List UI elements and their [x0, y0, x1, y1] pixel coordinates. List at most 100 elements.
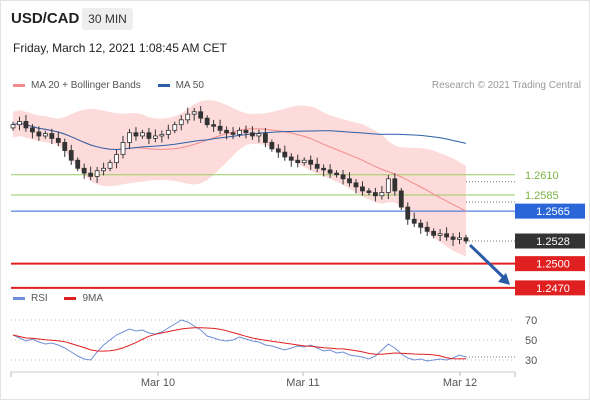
pivot-text: 1.2565	[536, 206, 570, 218]
candle	[424, 221, 430, 237]
legend-9ma-swatch	[64, 296, 77, 300]
credit-text: Research © 2021 Trading Central	[431, 80, 581, 91]
candle	[101, 162, 106, 176]
candle-body	[165, 129, 171, 135]
candle-body	[275, 148, 281, 153]
legend-ma20: MA 20 + Bollinger Bands	[13, 80, 141, 91]
candle-body	[10, 124, 16, 129]
candle-body	[288, 156, 294, 161]
candle	[463, 234, 469, 244]
candle	[275, 144, 281, 158]
candle	[353, 179, 359, 194]
candle	[204, 115, 210, 128]
candle-body	[366, 190, 372, 193]
legend-ma20-label: MA 20 + Bollinger Bands	[31, 80, 141, 91]
candle	[127, 128, 132, 149]
rsi-tick-label: 50	[525, 335, 537, 347]
candle	[133, 127, 139, 141]
candle-body	[88, 172, 94, 177]
candle-body	[49, 133, 55, 139]
candle	[243, 125, 249, 139]
candle-body	[327, 169, 333, 174]
candle-body	[398, 190, 404, 208]
candle-body	[269, 142, 275, 150]
chart-header: USD/CAD 30 MIN	[0, 0, 590, 38]
candle-body	[17, 121, 22, 126]
candle-body	[42, 133, 48, 137]
candle	[152, 129, 158, 143]
candle-body	[353, 182, 359, 188]
legend-9ma-label: 9MA	[82, 293, 104, 304]
candle-body	[334, 172, 339, 176]
candle-body	[120, 142, 126, 155]
candle-body	[191, 111, 197, 115]
candle-body	[68, 150, 74, 161]
x-tick-label: Mar 12	[443, 377, 477, 389]
legend-ma50-swatch	[157, 83, 170, 87]
candle	[379, 185, 385, 200]
candle-body	[424, 226, 430, 232]
arrow-head	[498, 272, 510, 285]
candle	[288, 153, 294, 167]
candle	[398, 188, 404, 210]
candle	[392, 173, 398, 196]
legend-9ma: 9MA	[64, 293, 103, 304]
candle-body	[444, 233, 449, 238]
candle	[314, 157, 320, 173]
legend-rsi: RSI	[13, 293, 48, 304]
candle	[17, 116, 22, 131]
candle	[165, 124, 171, 140]
last-price-label	[515, 233, 585, 249]
candle-body	[256, 133, 262, 137]
candle	[411, 212, 417, 228]
candle-body	[75, 159, 81, 169]
bollinger-band-area	[13, 100, 466, 257]
timestamp: Friday, March 12, 2021 1:08:45 AM CET	[13, 41, 227, 55]
projection-arrow	[468, 243, 510, 285]
candle	[282, 145, 288, 161]
candle	[431, 228, 437, 239]
candle	[88, 166, 94, 181]
level-labels: 1.2610 1.2585 1.2565 1.2528 1.2500 1.2470	[515, 170, 585, 296]
arrow-shaft	[468, 243, 507, 280]
candle-body	[450, 236, 456, 240]
candle	[107, 159, 113, 172]
candle-body	[178, 119, 184, 126]
candle	[140, 129, 145, 139]
rsi-9ma-line	[12, 327, 467, 360]
candle	[94, 166, 100, 183]
candle	[457, 232, 462, 245]
rsi-legend: RSI 9MA	[13, 293, 117, 304]
symbol-title: USD/CAD	[11, 10, 80, 27]
candle	[295, 154, 301, 168]
candle	[75, 157, 81, 172]
candle-body	[385, 178, 391, 193]
candle-body	[405, 206, 411, 220]
candle-body	[224, 129, 229, 134]
candle-body	[340, 174, 346, 180]
candle	[450, 233, 456, 246]
candle-body	[230, 132, 236, 135]
candle-body	[418, 222, 424, 228]
candle	[347, 172, 352, 187]
candle	[198, 106, 204, 123]
bollinger-bands	[13, 100, 466, 257]
legend-ma50-label: MA 50	[175, 80, 204, 91]
candle-body	[308, 159, 314, 165]
candle-body	[152, 135, 158, 139]
legend-ma20-swatch	[13, 83, 25, 87]
candle-body	[159, 133, 165, 137]
candle-body	[211, 124, 217, 127]
candle-body	[107, 162, 113, 169]
candlesticks	[10, 106, 469, 246]
candle	[146, 128, 152, 145]
candle-body	[198, 111, 204, 119]
candle	[185, 107, 191, 124]
candle	[36, 126, 42, 141]
candle-body	[217, 125, 223, 131]
price-legend: MA 20 + Bollinger Bands MA 50	[13, 80, 218, 91]
timeframe-badge[interactable]: 30 MIN	[82, 8, 133, 30]
candle	[81, 163, 87, 179]
support-text: 1.2470	[536, 283, 570, 295]
